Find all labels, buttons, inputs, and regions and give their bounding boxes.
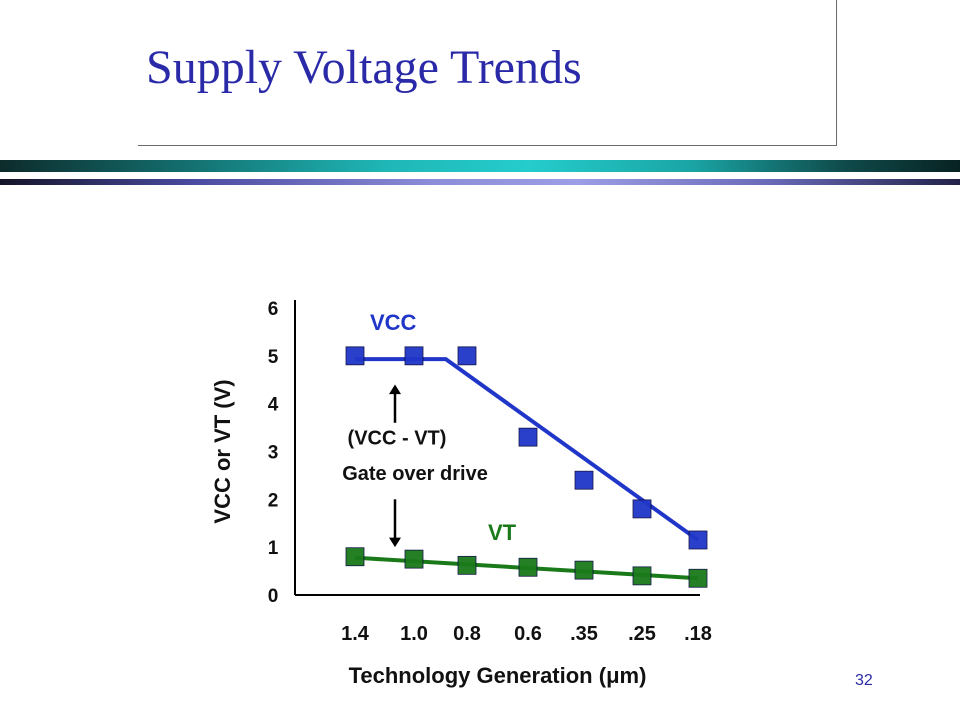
x-tick-label: 1.4	[341, 623, 370, 645]
data-point-vt	[404, 549, 424, 569]
series-label-vcc: VCC	[370, 310, 417, 335]
gap-label: (VCC - VT)	[348, 427, 447, 449]
y-tick-label: 4	[268, 395, 279, 416]
x-tick-label: .35	[570, 623, 598, 645]
y-tick-label: 1	[268, 538, 279, 559]
data-point-vcc	[574, 470, 594, 490]
x-tick-label: .25	[628, 623, 656, 645]
x-tick-label: 0.6	[514, 623, 542, 645]
y-tick-label: 0	[268, 586, 279, 607]
slide-title: Supply Voltage Trends	[146, 41, 582, 94]
y-tick-label: 5	[268, 347, 279, 368]
y-tick-label: 2	[268, 490, 279, 511]
data-point-vcc	[632, 499, 652, 519]
x-axis-label: Technology Generation (μm)	[349, 663, 647, 688]
fit-line-vcc	[355, 357, 700, 542]
data-point-vt	[632, 566, 652, 586]
y-tick-label: 3	[268, 443, 279, 464]
y-tick-label: 6	[268, 299, 279, 320]
x-tick-label: .18	[684, 623, 712, 645]
voltage-chart: 0 1 2 3 4 5 6 1.4 1.0 0.8 0.6 .35 .25 .18 Technology G…	[210, 299, 712, 688]
y-axis-label: VCC or VT (V)	[210, 379, 235, 523]
x-tick-label: 0.8	[453, 623, 481, 645]
gap-note: Gate over drive	[342, 463, 488, 485]
arrow-up-head	[389, 384, 401, 395]
data-point-vt	[518, 557, 538, 577]
data-point-vcc	[345, 346, 365, 366]
series-label-vt: VT	[488, 520, 517, 545]
title-divider-horizontal	[138, 145, 837, 146]
data-point-vt	[345, 547, 365, 567]
header-band-purple	[0, 179, 960, 185]
arrow-down-head	[389, 537, 401, 548]
page-number: 32	[855, 672, 873, 689]
x-tick-label: 1.0	[400, 623, 428, 645]
data-point-vcc	[404, 346, 424, 366]
title-divider-vertical	[836, 0, 837, 146]
data-point-vt	[574, 560, 594, 580]
data-point-vcc	[688, 530, 708, 550]
data-point-vcc	[457, 346, 477, 366]
data-point-vt	[457, 555, 477, 575]
data-point-vcc	[518, 427, 538, 447]
header-band-teal	[0, 160, 960, 172]
data-point-vt	[688, 568, 708, 588]
